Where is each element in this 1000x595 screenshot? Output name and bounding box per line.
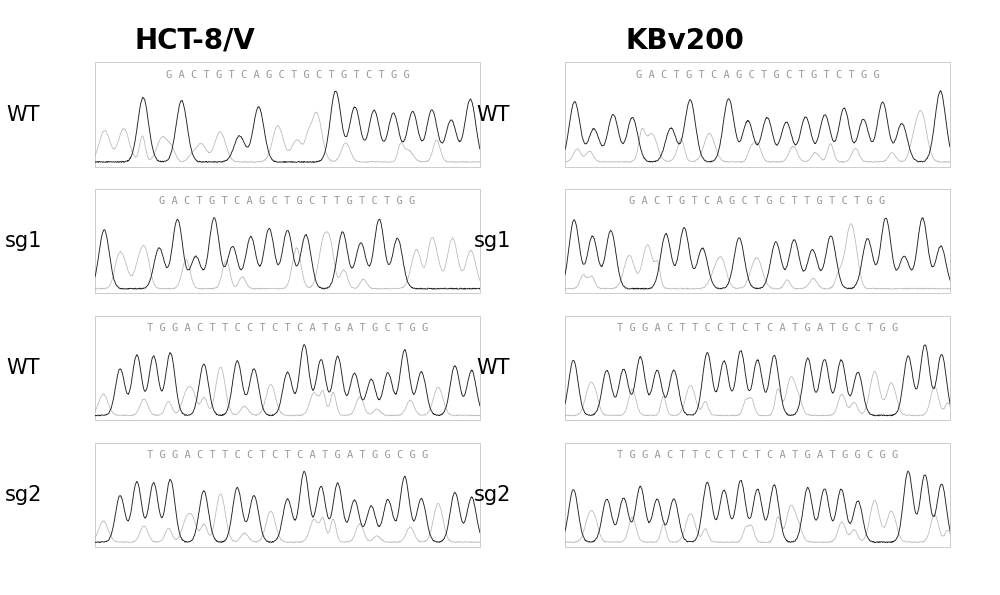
Text: T G G A C T T C C T C T C A T G A T G G C G G: T G G A C T T C C T C T C A T G A T G G …: [617, 450, 898, 460]
Text: T G G A C T T C C T C T C A T G A T G G C G G: T G G A C T T C C T C T C A T G A T G G …: [147, 450, 428, 460]
Text: G A C T G T C A G C T G C T G T C T G G: G A C T G T C A G C T G C T G T C T G G: [636, 70, 879, 80]
Text: G A C T G T C A G C T G C T T G T C T G G: G A C T G T C A G C T G C T T G T C T G …: [629, 196, 886, 206]
Text: HCT-8/V: HCT-8/V: [135, 27, 255, 55]
Text: WT: WT: [476, 358, 510, 378]
Text: WT: WT: [6, 105, 40, 124]
Text: T G G A C T T C C T C T C A T G A T G C T G G: T G G A C T T C C T C T C A T G A T G C …: [617, 323, 898, 333]
Text: G A C T G T C A G C T G C T T G T C T G G: G A C T G T C A G C T G C T T G T C T G …: [159, 196, 416, 206]
Text: T G G A C T T C C T C T C A T G A T G C T G G: T G G A C T T C C T C T C A T G A T G C …: [147, 323, 428, 333]
Text: WT: WT: [476, 105, 510, 124]
Text: sg1: sg1: [474, 231, 512, 251]
Text: sg1: sg1: [4, 231, 42, 251]
Text: G A C T G T C A G C T G C T G T C T G G: G A C T G T C A G C T G C T G T C T G G: [166, 70, 409, 80]
Text: sg2: sg2: [474, 485, 512, 505]
Text: KBv200: KBv200: [626, 27, 744, 55]
Text: sg2: sg2: [4, 485, 42, 505]
Text: WT: WT: [6, 358, 40, 378]
